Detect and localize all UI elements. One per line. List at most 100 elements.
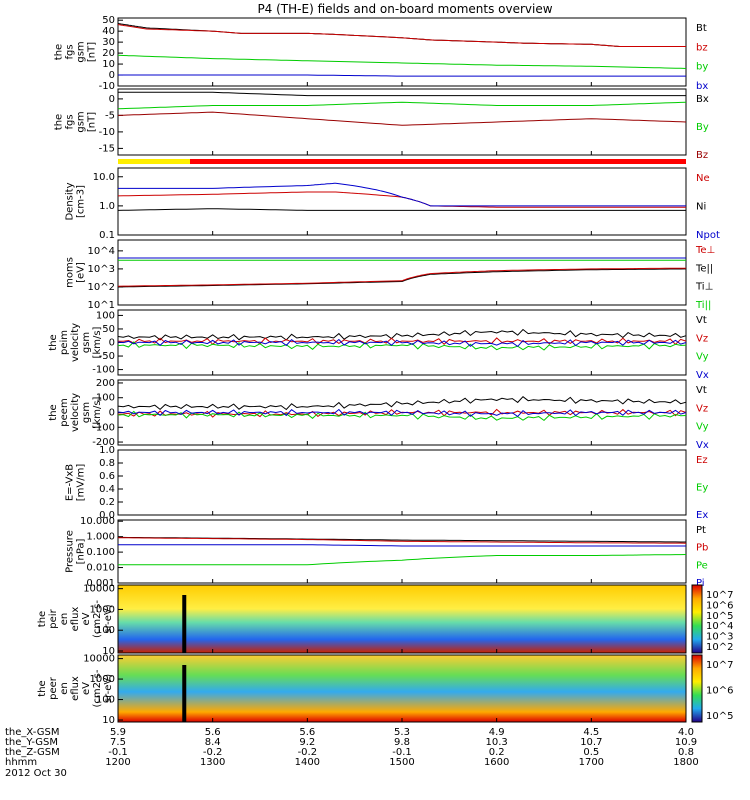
y-axis-label-line: Pressure [65,530,76,573]
legend-entry: Ni [696,202,706,213]
y-tick-label: 50 [102,324,115,335]
quality-flag-bar-red [190,159,686,164]
y-tick-label: 10^3 [88,264,115,275]
y-tick-label: -100 [92,422,115,433]
y-tick-label: 0 [109,408,115,419]
y-axis-label-line: eflux [70,676,81,701]
y-axis-label-line: [mV/m] [76,464,87,502]
colorbar-tick-label: 10^5 [706,711,733,722]
y-tick-label: 100 [96,695,115,706]
footer-value: 5.6 [205,727,221,738]
y-tick-label: 10 [102,59,115,70]
y-axis-label: E=-VxB[mV/m] [65,464,87,502]
y-tick-label: -200 [92,437,115,448]
series-line-bx [118,74,686,77]
legend-entry: Ti⊥ [695,282,713,293]
y-tick-label: 0.2 [99,497,115,508]
y-tick-label: 10000 [83,584,115,595]
series-line-Pe [118,554,687,566]
y-axis-label: Density[cm-3] [65,182,87,220]
legend-entry: Pb [696,543,708,554]
y-axis-label-line: sr-eV) [103,604,114,633]
y-axis-label-line: eflux [70,607,81,632]
y-tick-label: 10.0 [93,172,115,183]
y-tick-label: 1.0 [99,201,115,212]
y-axis-label-line: Density [65,182,76,220]
series-line-by [117,54,687,69]
series-line-Npot [118,182,686,207]
panel-frame [117,449,687,516]
y-tick-label: 0.100 [86,547,115,558]
y-axis-label-line: the [54,44,65,60]
y-axis-label-line: [nPa] [76,538,87,564]
spectrogram-image [118,655,686,722]
y-tick-label: -15 [99,143,115,154]
y-tick-label: 100 [96,625,115,636]
legend-entry: Bx [696,94,709,105]
footer-row-label: the_Y-GSM [5,737,58,748]
y-tick-label: -10 [99,127,115,138]
panel-peim-velocity: 100 50 0 -50 -100 thepeimvelocitygsm[km/s] Vt V… [48,309,709,381]
series-line-Bx [118,91,686,97]
series-line-Te⊥ [117,267,686,287]
series-line-Vx [117,338,687,348]
footer-value: 10.3 [486,737,508,748]
y-axis-label-line: velocity [70,323,81,362]
y-tick-label: -50 [99,351,115,362]
footer-value: 0.8 [678,747,694,758]
y-axis-label-line: peir [48,608,59,628]
legend-entry: Vz [696,333,708,344]
y-axis-label-line: velocity [70,393,81,432]
y-axis-label-line: gsm [76,111,87,132]
panel-peem-velocity: 200 100 0 -100 -200 thepeemvelocitygsm[km/s] V… [48,378,709,451]
y-tick-label: 0.8 [99,458,115,469]
legend-entry: Vx [696,370,709,381]
y-tick-label: 100 [96,310,115,321]
footer-value: 9.2 [299,737,315,748]
footer-value: 0.2 [489,747,505,758]
y-axis-label-line: the [48,334,59,350]
panel-frame [117,519,687,584]
panel-peir-spectrogram: 10000 1000 100 10 10^710^610^510^410^310^2 th… [37,584,733,657]
footer-value: 7.5 [110,737,126,748]
footer-value: 1600 [484,757,509,768]
y-tick-label: 30 [102,37,115,48]
legend-entry: By [696,122,709,133]
y-axis-label-line: gsm [76,41,87,62]
y-tick-label: 0.001 [86,578,115,589]
y-tick-label: 0.1 [99,230,115,241]
legend-entry: Vy [696,422,709,433]
series-line-Te [117,268,687,288]
y-tick-label: 1.0 [99,445,115,456]
colorbar-tick-label: 10^7 [706,660,733,671]
y-tick-label: 10.000 [80,516,115,527]
y-axis-label-line: eV [81,682,92,695]
legend-entry: Ti|| [695,300,711,311]
footer-value: 10.7 [580,737,602,748]
legend-entry: Pe [696,560,708,571]
y-tick-label: 0 [109,94,115,105]
legend-entry: Pt [696,525,706,536]
quality-flag-bar-yellow [118,159,190,164]
y-axis-label: thefgsgsm[nT] [54,111,98,132]
series-line-Vy [117,341,687,351]
y-tick-label: 100 [96,393,115,404]
y-axis-label-line: [nT] [87,112,98,132]
y-tick-label: 10^4 [88,246,115,257]
series-line-By [117,101,687,110]
y-axis-label: thepeirenefluxeV(cm2-s-sr-eV) [37,600,114,638]
data-gap [182,665,187,722]
legend-entry: Bz [696,150,708,161]
colorbar-tick-label: 10^5 [706,611,733,622]
panel-pressure: 10.0001.0000.1000.0100.001Pressure[nPa]P… [65,516,709,589]
footer-value: -0.1 [392,747,412,758]
panel-frame [117,88,687,156]
data-gap [182,595,187,653]
footer-value: -0.2 [203,747,223,758]
y-axis-label-line: [nT] [87,42,98,62]
y-axis-label-line: [km/s] [92,326,103,358]
y-axis-label-line: gsm [81,402,92,423]
legend-entry: Ez [696,455,708,466]
y-tick-label: 10 [102,715,115,726]
